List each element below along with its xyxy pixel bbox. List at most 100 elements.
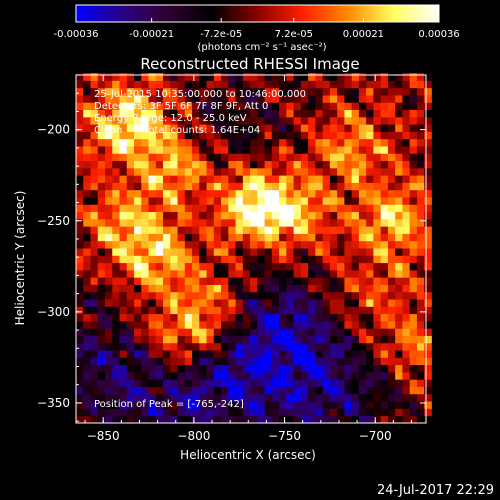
heatmap-cell xyxy=(402,175,411,183)
heatmap-cell xyxy=(213,175,222,183)
heatmap-cell xyxy=(141,175,149,183)
heatmap-cell xyxy=(264,167,273,176)
heatmap-cell xyxy=(373,379,382,387)
heatmap-cell xyxy=(358,393,367,402)
heatmap-cell xyxy=(163,299,171,307)
heatmap-cell xyxy=(344,335,353,344)
heatmap-cell xyxy=(380,197,389,205)
heatmap-cell xyxy=(83,226,91,234)
heatmap-cell xyxy=(119,284,128,293)
heatmap-cell xyxy=(242,226,251,234)
heatmap-cell xyxy=(83,240,91,249)
heatmap-cell xyxy=(300,328,309,336)
heatmap-cell xyxy=(184,240,193,249)
heatmap-cell xyxy=(380,328,389,336)
heatmap-cell xyxy=(155,233,164,242)
heatmap-cell xyxy=(228,379,236,387)
heatmap-cell xyxy=(141,218,149,227)
heatmap-cell xyxy=(148,218,157,227)
heatmap-cell xyxy=(380,408,389,417)
heatmap-cell xyxy=(351,320,360,329)
heatmap-cell xyxy=(163,95,171,103)
heatmap-cell xyxy=(264,233,273,242)
heatmap-cell xyxy=(90,160,99,169)
heatmap-cell xyxy=(184,291,193,300)
heatmap-cell xyxy=(192,357,200,366)
heatmap-cell xyxy=(387,350,396,358)
heatmap-cell xyxy=(322,335,331,344)
heatmap-cell xyxy=(83,138,91,147)
heatmap-cell xyxy=(242,116,251,125)
heatmap-cell xyxy=(242,211,251,220)
heatmap-cell xyxy=(409,299,418,307)
heatmap-cell xyxy=(293,357,302,366)
heatmap-cell xyxy=(286,175,295,183)
heatmap-cell xyxy=(199,109,207,118)
heatmap-cell xyxy=(76,240,84,249)
heatmap-cell xyxy=(76,102,84,111)
heatmap-cell xyxy=(387,124,396,132)
heatmap-cell xyxy=(170,116,178,125)
heatmap-cell xyxy=(395,211,403,220)
heatmap-cell xyxy=(141,167,149,176)
heatmap-cell xyxy=(380,284,389,293)
heatmap-cell xyxy=(300,102,309,111)
heatmap-cell xyxy=(308,328,316,336)
heatmap-cell xyxy=(366,320,374,329)
heatmap-cell xyxy=(300,269,309,278)
heatmap-cell xyxy=(170,102,178,111)
heatmap-cell xyxy=(119,401,128,409)
heatmap-cell xyxy=(416,401,425,409)
heatmap-cell xyxy=(83,313,91,322)
heatmap-cell xyxy=(366,226,374,234)
heatmap-cell xyxy=(97,350,106,358)
heatmap-cell xyxy=(271,240,280,249)
heatmap-cell xyxy=(366,124,374,132)
heatmap-cell xyxy=(271,313,280,322)
heatmap-cell xyxy=(141,262,149,271)
heatmap-cell xyxy=(373,269,382,278)
heatmap-cell xyxy=(315,109,324,118)
heatmap-cell xyxy=(199,299,207,307)
heatmap-cell xyxy=(373,218,382,227)
heatmap-cell xyxy=(257,313,265,322)
heatmap-cell xyxy=(184,350,193,358)
heatmap-cell xyxy=(380,371,389,380)
heatmap-cell xyxy=(337,80,345,89)
heatmap-cell xyxy=(366,131,374,140)
heatmap-cell xyxy=(308,262,316,271)
heatmap-cell xyxy=(257,182,265,191)
heatmap-cell xyxy=(286,335,295,344)
heatmap-cell xyxy=(105,379,113,387)
heatmap-cell xyxy=(300,218,309,227)
heatmap-cell xyxy=(126,313,135,322)
heatmap-cell xyxy=(264,386,273,395)
heatmap-cell xyxy=(112,415,120,424)
heatmap-cell xyxy=(402,306,411,315)
heatmap-cell xyxy=(213,262,222,271)
heatmap-cell xyxy=(279,284,287,293)
heatmap-cell xyxy=(366,138,374,147)
plot-date: 24-Jul-2017 22:29 xyxy=(377,483,494,498)
heatmap-cell xyxy=(105,386,113,395)
heatmap-cell xyxy=(119,197,128,205)
heatmap-cell xyxy=(373,350,382,358)
heatmap-cell xyxy=(264,204,273,213)
heatmap-cell xyxy=(76,167,84,176)
heatmap-cell xyxy=(221,277,229,285)
heatmap-cell xyxy=(235,131,244,140)
heatmap-cell xyxy=(337,357,345,366)
heatmap-cell xyxy=(329,350,338,358)
heatmap-cell xyxy=(293,138,302,147)
heatmap-cell xyxy=(351,95,360,103)
heatmap-cell xyxy=(373,357,382,366)
heatmap-cell xyxy=(337,131,345,140)
heatmap-cell xyxy=(387,80,396,89)
heatmap-cell xyxy=(141,320,149,329)
heatmap-cell xyxy=(112,197,120,205)
heatmap-cell xyxy=(90,138,99,147)
heatmap-cell xyxy=(228,131,236,140)
heatmap-cell xyxy=(402,226,411,234)
heatmap-cell xyxy=(126,320,135,329)
heatmap-cell xyxy=(199,386,207,395)
